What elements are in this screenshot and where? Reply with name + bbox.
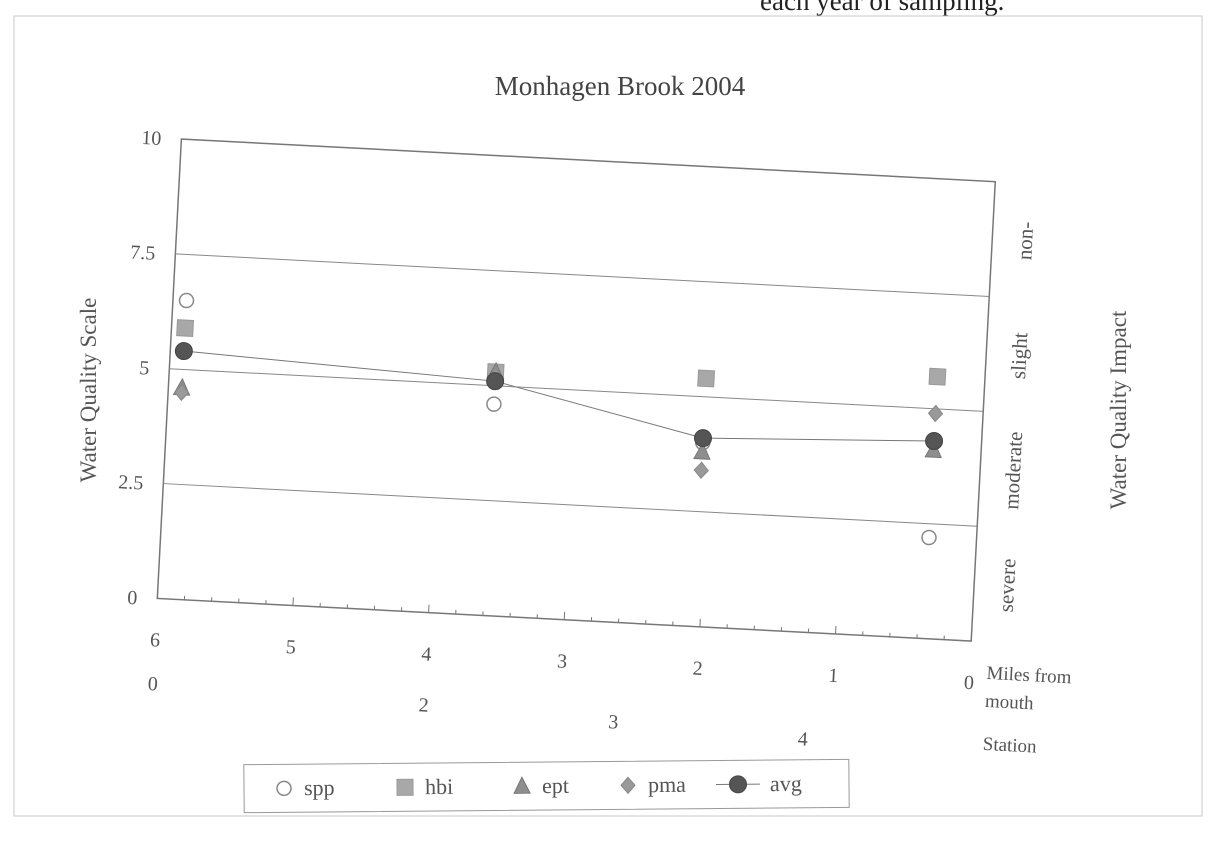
legend-label-avg: avg <box>770 771 802 796</box>
legend: spp hbi ept pma avg <box>243 758 850 814</box>
station-label: 2 <box>418 694 429 716</box>
x-tick-labels: 6 5 4 3 2 1 0 <box>150 629 975 694</box>
gridline <box>175 253 990 298</box>
gridline <box>169 368 984 412</box>
caption-text: each year of sampling. <box>760 0 1005 16</box>
legend-item-ept: ept <box>513 773 569 798</box>
x-tick-label: 4 <box>421 643 432 665</box>
station-label: 4 <box>797 728 808 750</box>
data-point-avg <box>174 342 193 361</box>
legend-label-hbi: hbi <box>425 774 453 799</box>
station-axis-label: Station <box>982 734 1037 758</box>
data-point-pma <box>693 461 709 480</box>
data-point-spp <box>486 396 502 412</box>
gridline <box>163 483 978 527</box>
x-axis-label-line2: mouth <box>985 691 1035 715</box>
data-point-avg <box>925 432 944 451</box>
x-axis-label-line1: Miles from <box>986 663 1072 688</box>
impact-label: severe <box>994 558 1021 613</box>
data-point-spp <box>921 529 937 546</box>
x-tick-label: 3 <box>556 650 567 672</box>
legend-symbol-pma <box>620 776 636 795</box>
station-label: 0 <box>147 673 158 695</box>
y-axis-label: Water Quality Scale <box>76 298 101 483</box>
data-point-avg <box>693 429 712 448</box>
impact-label: non- <box>1012 221 1038 261</box>
y-axis-right-label: Water Quality Impact <box>1106 310 1131 509</box>
data-point-spp <box>178 292 195 309</box>
legend-label-spp: spp <box>304 775 335 800</box>
legend-symbol-avg <box>729 775 748 794</box>
y-tick-labels: 0 2.5 5 7.5 10 <box>118 127 162 609</box>
chart-border-group <box>13 15 1203 817</box>
x-tick-label: 2 <box>692 658 703 680</box>
legend-item-spp: spp <box>276 775 335 800</box>
y-tick-label: 0 <box>127 587 138 609</box>
station-labels: 0 2 3 4 <box>147 673 808 751</box>
y-tick-label: 5 <box>139 357 150 379</box>
data-point-hbi <box>697 369 716 388</box>
data-point-hbi <box>928 367 947 386</box>
x-tick-label: 6 <box>150 629 161 651</box>
series-line-avg <box>183 350 935 442</box>
series-pma <box>174 367 944 480</box>
legend-box <box>243 758 850 814</box>
y-tick-label: 10 <box>141 127 162 150</box>
data-point-ept <box>693 441 711 460</box>
series-avg <box>174 342 944 451</box>
legend-symbol-ept <box>513 776 531 794</box>
chart-title: Monhagen Brook 2004 <box>495 71 746 101</box>
legend-label-ept: ept <box>542 773 569 798</box>
y-tick-label: 7.5 <box>130 242 156 265</box>
data-point-pma <box>174 383 190 402</box>
data-point-hbi <box>176 319 195 338</box>
legend-symbol-spp <box>276 780 292 797</box>
legend-item-hbi: hbi <box>396 774 453 799</box>
y-tick-label: 2.5 <box>118 471 144 494</box>
chart-border <box>13 15 1203 817</box>
x-tick-label: 1 <box>828 665 839 687</box>
legend-items: spp hbi ept pma avg <box>276 771 802 800</box>
station-label: 3 <box>608 711 619 733</box>
impact-labels: severe moderate slight non- <box>994 221 1038 613</box>
impact-label: moderate <box>999 431 1027 510</box>
caption-fragment: each year of sampling. <box>0 0 1221 16</box>
legend-item-avg: avg <box>715 771 802 796</box>
legend-label-pma: pma <box>648 772 686 797</box>
x-tick-label: 5 <box>285 636 296 658</box>
data-point-avg <box>486 372 505 391</box>
x-tick-label: 0 <box>963 672 974 694</box>
gridlines <box>163 253 990 527</box>
x-tick-marks <box>156 590 973 642</box>
series-layer <box>172 292 947 546</box>
legend-symbol-hbi <box>396 778 414 796</box>
data-point-pma <box>927 404 944 423</box>
impact-label: slight <box>1006 332 1032 380</box>
legend-item-pma: pma <box>620 772 686 797</box>
